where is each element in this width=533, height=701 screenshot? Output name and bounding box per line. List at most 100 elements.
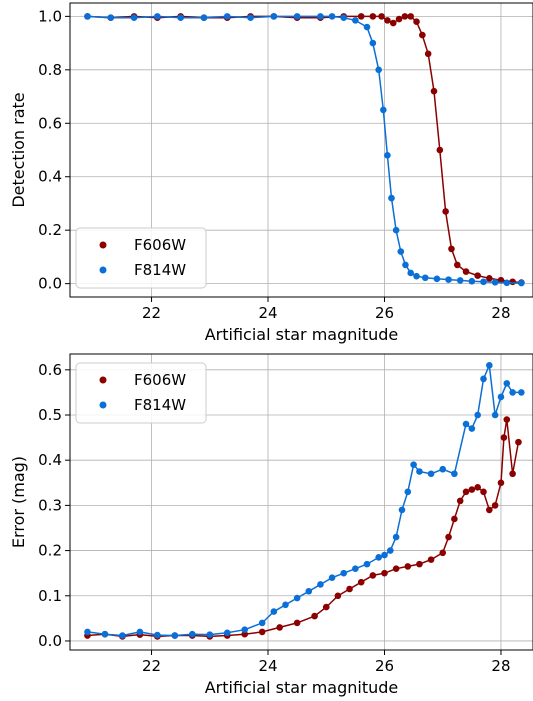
data-point <box>410 461 417 469</box>
data-point <box>241 626 249 633</box>
data-point <box>518 279 525 287</box>
data-point <box>413 272 420 280</box>
data-point <box>509 389 516 396</box>
data-point <box>223 629 231 637</box>
y-tick-label: 0.6 <box>38 361 62 379</box>
y-tick-label: 0.5 <box>38 406 62 424</box>
data-point <box>241 630 249 638</box>
data-point <box>340 14 348 21</box>
data-point <box>395 15 403 23</box>
data-point <box>509 278 516 286</box>
x-axis-label: Artificial star magnitude <box>205 325 399 344</box>
x-tick-label: 28 <box>491 304 510 322</box>
y-tick-label: 0.3 <box>38 496 62 514</box>
data-point <box>453 261 461 269</box>
x-tick-label: 22 <box>142 304 161 322</box>
data-point <box>387 547 394 554</box>
data-point <box>497 393 505 401</box>
data-point <box>491 279 499 286</box>
data-point <box>427 556 435 563</box>
data-point <box>509 470 516 478</box>
data-point <box>480 278 487 286</box>
data-point <box>375 66 382 74</box>
data-point <box>392 533 400 541</box>
data-point <box>497 479 505 487</box>
data-point <box>363 560 371 568</box>
x-tick-label: 28 <box>491 657 510 675</box>
y-tick-label: 1.0 <box>38 7 62 25</box>
legend-label: F814W <box>134 396 186 414</box>
y-tick-label: 0.1 <box>38 587 62 605</box>
data-point <box>357 13 365 20</box>
legend-label: F606W <box>134 371 186 389</box>
data-point <box>436 146 444 154</box>
data-point <box>503 416 511 423</box>
series-line <box>87 419 520 638</box>
x-tick-label: 26 <box>375 657 394 675</box>
y-axis-label: Detection rate <box>9 92 28 207</box>
data-point <box>101 630 109 638</box>
data-point <box>389 19 397 27</box>
data-point <box>317 581 324 588</box>
y-tick-label: 0.4 <box>38 168 62 186</box>
data-point <box>456 497 464 505</box>
series-line <box>87 15 522 284</box>
y-tick-label: 0.8 <box>38 61 62 79</box>
data-point <box>282 601 289 609</box>
data-point <box>305 587 313 595</box>
data-point <box>404 563 412 570</box>
axes-frame <box>69 353 533 651</box>
legend: F606W F814W <box>75 227 207 289</box>
data-point <box>397 248 405 255</box>
data-point <box>293 619 301 627</box>
data-point <box>430 87 438 95</box>
data-point <box>392 226 400 234</box>
data-point <box>352 17 359 24</box>
y-tick-label: 0.6 <box>38 114 62 132</box>
data-point <box>171 632 179 639</box>
data-point <box>442 208 449 215</box>
data-point <box>480 488 487 496</box>
data-point <box>421 274 429 282</box>
data-point <box>270 608 278 615</box>
legend: F606W F814W <box>75 362 207 424</box>
data-point <box>456 277 464 284</box>
y-tick-label: 0.0 <box>38 632 62 650</box>
data-point <box>136 628 144 636</box>
chart-panel-1: 22 24 26 28 0.0 0.2 0.4 0.6 0.8 1.0 Artificial sta… <box>9 2 533 344</box>
data-point <box>322 603 330 611</box>
data-point <box>375 554 382 561</box>
data-point <box>445 276 452 283</box>
data-point <box>258 619 266 627</box>
legend-marker <box>99 266 107 274</box>
y-tick-label: 0.2 <box>38 221 62 239</box>
data-point <box>500 434 508 441</box>
data-point <box>369 572 377 579</box>
data-point <box>413 18 420 26</box>
data-point <box>424 50 432 58</box>
series-F606W <box>84 416 522 640</box>
data-point <box>468 486 476 493</box>
data-point <box>381 551 388 559</box>
data-point <box>247 14 254 21</box>
data-point <box>404 488 412 496</box>
data-point <box>462 420 470 428</box>
data-point <box>439 549 447 557</box>
data-point <box>491 502 499 509</box>
data-point <box>293 594 301 602</box>
data-point <box>451 515 458 523</box>
data-point <box>130 14 138 21</box>
data-point <box>486 361 493 369</box>
data-point <box>369 13 377 20</box>
data-point <box>189 630 196 638</box>
data-point <box>107 14 115 21</box>
data-point <box>384 17 391 24</box>
data-point <box>427 470 435 478</box>
data-point <box>384 152 391 159</box>
data-point <box>378 13 385 20</box>
x-tick-label: 26 <box>375 304 394 322</box>
data-point <box>419 31 426 39</box>
x-tick-label: 22 <box>142 657 161 675</box>
data-point <box>200 14 208 21</box>
